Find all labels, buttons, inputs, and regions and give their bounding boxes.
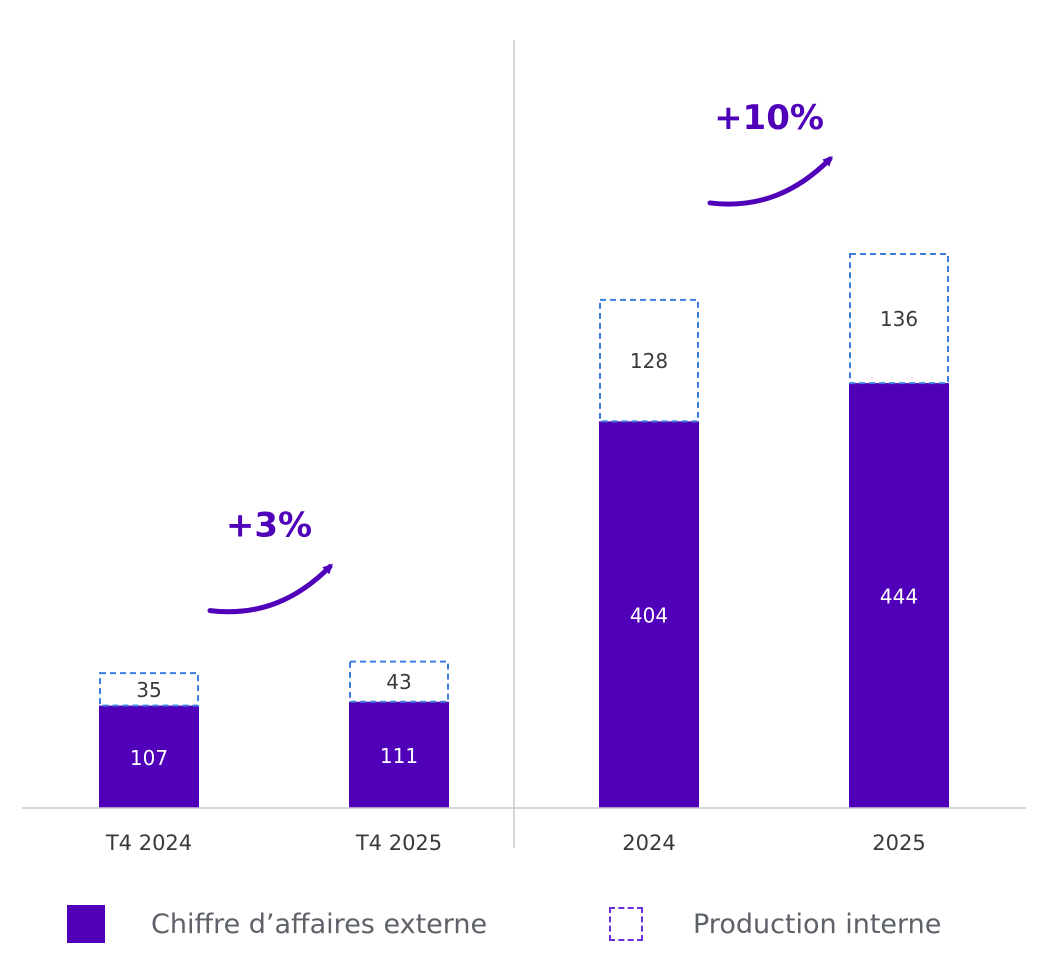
x-tick-label-3: 2025 [872,831,925,855]
data-label-internal-1: 43 [386,670,411,694]
data-label-external-3: 444 [880,585,918,609]
bar-external-2 [599,421,699,808]
data-label-internal-2: 128 [630,349,668,373]
legend-label-external: Chiffre d’affaires externe [151,908,488,940]
legend-external: Chiffre d’affaires externe [67,900,487,948]
bar-chart: 107 35 111 43 404 128 444 136 T4 2024 T4 2025 202… [22,40,1026,855]
data-label-internal-0: 35 [136,678,161,702]
legend-label-internal: Production interne [693,908,942,940]
x-tick-label-1: T4 2025 [355,831,442,855]
growth-label-1: +10% [714,98,824,138]
bar-internal-0 [99,672,199,707]
data-label-internal-3: 136 [880,307,918,331]
growth-arrow-0 [207,563,333,615]
legend-swatch-internal [609,907,643,941]
bar-external-0 [99,705,199,808]
growth-label-0: +3% [226,506,312,546]
growth-arrow-1 [707,156,833,207]
legend-internal: Production interne [609,900,941,948]
legend-swatch-external [67,905,105,943]
data-label-external-2: 404 [630,604,668,628]
bar-external-3 [849,383,949,808]
data-label-external-0: 107 [130,746,168,770]
data-label-external-1: 111 [380,744,418,768]
bar-external-1 [349,701,449,808]
x-tick-label-0: T4 2024 [105,831,192,855]
x-tick-label-2: 2024 [622,831,675,855]
bar-internal-3 [849,252,949,385]
